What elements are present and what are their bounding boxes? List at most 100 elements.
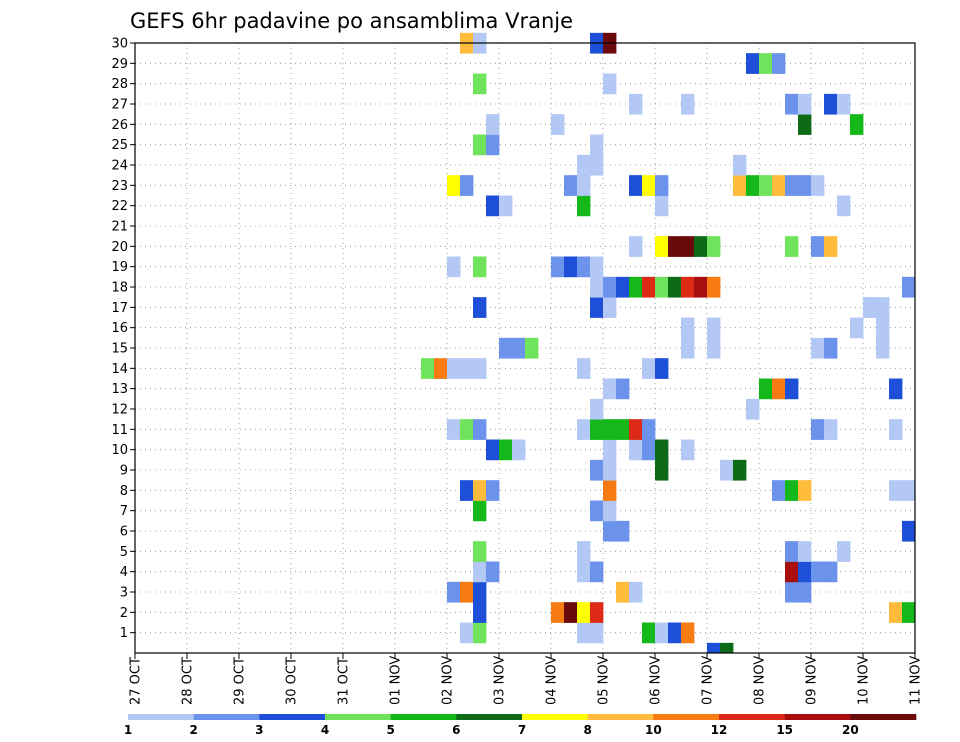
heatmap-cell (655, 195, 669, 217)
heatmap-cell (590, 154, 604, 176)
heatmap-cell (655, 175, 669, 196)
heatmap-cells (421, 32, 916, 653)
heatmap-cell (447, 175, 461, 196)
heatmap-cell (603, 297, 617, 318)
heatmap-cell (551, 114, 565, 135)
heatmap-cell (486, 114, 500, 135)
colorbar-segment (193, 714, 260, 720)
heatmap-cell (590, 500, 604, 522)
y-tick-label: 8 (120, 484, 128, 499)
heatmap-cell (603, 500, 617, 522)
heatmap-cell (681, 236, 695, 257)
heatmap-cell (694, 236, 708, 257)
heatmap-cell (902, 276, 916, 298)
heatmap-cell (603, 480, 617, 501)
y-tick-label: 16 (111, 321, 128, 336)
x-tick-label: 10 NOV (857, 656, 872, 705)
y-tick-label: 5 (120, 545, 128, 560)
heatmap-cell (603, 73, 617, 95)
heatmap-cell (590, 561, 604, 583)
heatmap-cell (733, 459, 747, 481)
heatmap-cell (603, 378, 617, 400)
heatmap-cell (486, 439, 500, 461)
colorbar-segment (128, 714, 194, 720)
heatmap-cell (473, 581, 487, 603)
y-tick-label: 17 (111, 301, 128, 316)
heatmap-cell (824, 419, 838, 440)
heatmap-cell (499, 439, 513, 461)
y-tick-label: 6 (120, 525, 128, 540)
heatmap-cell (460, 581, 474, 603)
y-tick-label: 21 (111, 220, 128, 235)
heatmap-cell (616, 419, 630, 440)
heatmap-cell (681, 337, 695, 359)
heatmap-cell (512, 439, 526, 461)
heatmap-cell (577, 561, 591, 583)
y-tick-label: 14 (111, 362, 128, 377)
heatmap-cell (720, 642, 734, 653)
heatmap-cell (772, 378, 786, 400)
heatmap-cell (642, 419, 656, 440)
heatmap-cell (785, 561, 799, 583)
heatmap-cell (772, 53, 786, 74)
heatmap-cell (876, 317, 890, 339)
heatmap-cell (837, 93, 851, 115)
x-tick-label: 28 OCT (181, 657, 196, 705)
colorbar-label: 1 (124, 723, 132, 737)
y-tick-label: 30 (111, 37, 128, 52)
heatmap-cell (655, 439, 669, 461)
heatmap-cell (603, 459, 617, 481)
x-tick-label: 01 NOV (389, 656, 404, 705)
heatmap-cell (655, 236, 669, 257)
heatmap-cell (798, 561, 812, 583)
heatmap-cell (460, 419, 474, 440)
heatmap-cell (772, 175, 786, 196)
y-tick-label: 23 (111, 179, 128, 194)
heatmap-cell (499, 195, 513, 217)
heatmap-cell (655, 459, 669, 481)
heatmap-cell (642, 439, 656, 461)
colorbar-segment (325, 714, 391, 720)
y-tick-label: 11 (111, 423, 128, 438)
heatmap-cell (655, 358, 669, 379)
heatmap-cell (447, 581, 461, 603)
heatmap-cell (655, 622, 669, 644)
heatmap-cell (811, 419, 825, 440)
heatmap-cell (486, 480, 500, 501)
heatmap-cell (603, 439, 617, 461)
heatmap-cell (824, 561, 838, 583)
heatmap-cell (746, 398, 760, 420)
heatmap-cell (590, 398, 604, 420)
heatmap-cell (447, 358, 461, 379)
x-tick-label: 06 NOV (649, 656, 664, 705)
heatmap-cell (681, 93, 695, 115)
colorbar-label: 20 (842, 723, 859, 737)
y-tick-label: 28 (111, 77, 128, 92)
x-tick-label: 07 NOV (701, 656, 716, 705)
colorbar-segment (784, 714, 851, 720)
heatmap-cell (642, 622, 656, 644)
x-tick-label: 27 OCT (129, 657, 144, 705)
colorbar-segment (390, 714, 457, 720)
y-tick-label: 13 (111, 382, 128, 397)
x-tick-label: 31 OCT (337, 657, 352, 705)
colorbar-label: 5 (386, 723, 394, 737)
heatmap-cell (759, 53, 773, 74)
heatmap-cell (447, 256, 461, 278)
colorbar-label: 3 (255, 723, 263, 737)
colorbar-segment (522, 714, 588, 720)
colorbar-label: 6 (452, 723, 460, 737)
heatmap-cell (473, 561, 487, 583)
heatmap-cell (642, 175, 656, 196)
heatmap-cell (811, 561, 825, 583)
colorbar-label: 8 (583, 723, 591, 737)
y-tick-label: 20 (111, 240, 128, 255)
heatmap-cell (577, 195, 591, 217)
heatmap-cell (798, 175, 812, 196)
heatmap-cell (629, 439, 643, 461)
colorbar-segment (587, 714, 654, 720)
heatmap-cell (564, 175, 578, 196)
heatmap-cell (629, 236, 643, 257)
heatmap-cell (525, 337, 539, 359)
